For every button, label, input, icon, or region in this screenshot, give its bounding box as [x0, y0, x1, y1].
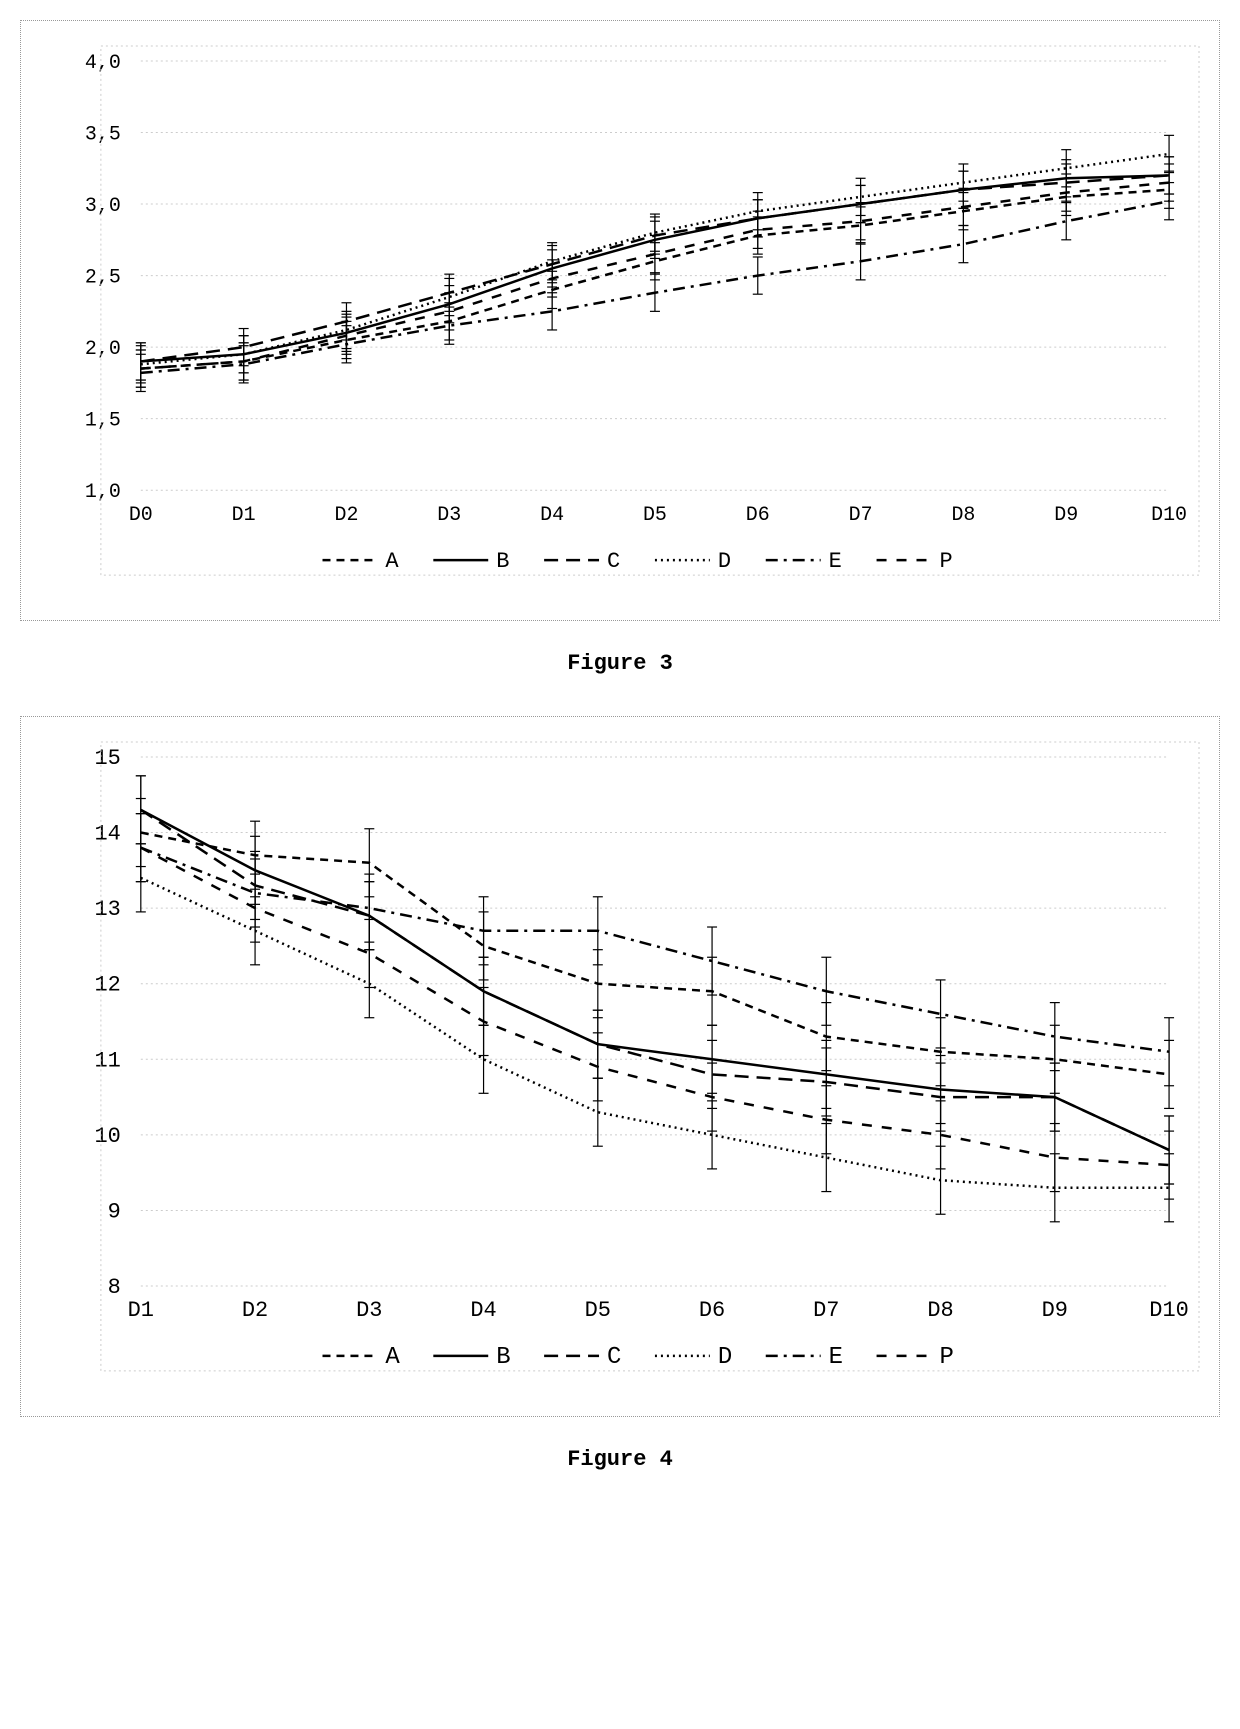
svg-text:D4: D4 [540, 503, 564, 526]
svg-text:D8: D8 [927, 1298, 953, 1323]
svg-text:B: B [496, 549, 509, 574]
svg-text:D1: D1 [232, 503, 256, 526]
svg-text:A: A [385, 1344, 400, 1371]
figure-4-container: 8 9 10 11 12 13 14 15 D1 D2 D3 D4 D5 D6 D7 D8 D9 D10 A B C D E… [20, 716, 1220, 1417]
svg-text:E: E [829, 1344, 843, 1371]
svg-text:D5: D5 [585, 1298, 611, 1323]
svg-text:D2: D2 [242, 1298, 268, 1323]
svg-text:3,5: 3,5 [85, 122, 121, 145]
svg-text:D5: D5 [643, 503, 667, 526]
svg-text:13: 13 [94, 897, 120, 922]
svg-text:8: 8 [108, 1275, 121, 1300]
svg-text:1,0: 1,0 [85, 480, 121, 503]
figure-3-title: Figure 3 [20, 651, 1220, 676]
svg-text:C: C [607, 1344, 621, 1371]
svg-text:D7: D7 [813, 1298, 839, 1323]
figure-4-chart: 8 9 10 11 12 13 14 15 D1 D2 D3 D4 D5 D6 D7 D8 D9 D10 A B C D E… [31, 727, 1209, 1406]
svg-text:15: 15 [94, 746, 120, 771]
svg-text:D9: D9 [1042, 1298, 1068, 1323]
svg-text:D10: D10 [1149, 1298, 1189, 1323]
svg-text:B: B [496, 1344, 510, 1371]
svg-text:D10: D10 [1151, 503, 1187, 526]
svg-text:D: D [718, 549, 731, 574]
svg-text:D7: D7 [849, 503, 873, 526]
figure-4-title: Figure 4 [20, 1447, 1220, 1472]
svg-text:D3: D3 [356, 1298, 382, 1323]
svg-text:D4: D4 [470, 1298, 496, 1323]
svg-text:D3: D3 [437, 503, 461, 526]
svg-text:11: 11 [94, 1048, 120, 1073]
svg-text:12: 12 [94, 973, 120, 998]
svg-text:D6: D6 [746, 503, 770, 526]
svg-text:9: 9 [108, 1199, 121, 1224]
svg-text:D1: D1 [128, 1298, 154, 1323]
svg-text:3,0: 3,0 [85, 194, 121, 217]
svg-text:1,5: 1,5 [85, 409, 121, 432]
svg-text:10: 10 [94, 1124, 120, 1149]
svg-text:14: 14 [94, 822, 120, 847]
svg-text:D0: D0 [129, 503, 153, 526]
svg-text:4,0: 4,0 [85, 51, 121, 74]
svg-text:E: E [829, 549, 842, 574]
svg-text:A: A [385, 549, 399, 574]
svg-text:2,0: 2,0 [85, 337, 121, 360]
svg-text:C: C [607, 549, 620, 574]
svg-text:2,5: 2,5 [85, 266, 121, 289]
svg-text:P: P [939, 549, 952, 574]
svg-text:D8: D8 [951, 503, 975, 526]
figure-3-container: 1,0 1,5 2,0 2,5 3,0 3,5 4,0 D0 D1 D2 D3 D4 D5 D6 D7 D8 D… [20, 20, 1220, 621]
svg-text:D9: D9 [1054, 503, 1078, 526]
svg-text:D2: D2 [334, 503, 358, 526]
svg-text:P: P [939, 1344, 953, 1371]
svg-text:D6: D6 [699, 1298, 725, 1323]
svg-text:D: D [718, 1344, 732, 1371]
figure-3-chart: 1,0 1,5 2,0 2,5 3,0 3,5 4,0 D0 D1 D2 D3 D4 D5 D6 D7 D8 D… [31, 31, 1209, 610]
